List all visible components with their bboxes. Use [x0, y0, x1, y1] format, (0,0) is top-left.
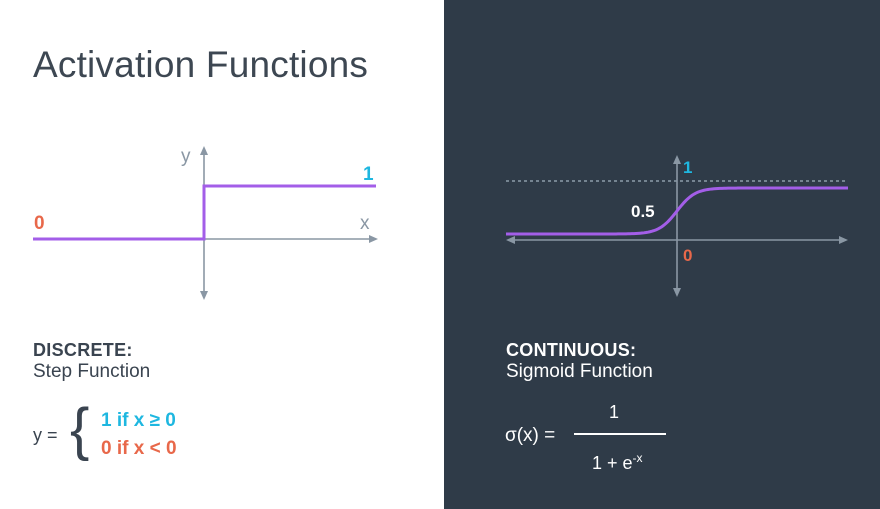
sigmoid-fraction-bar	[574, 433, 666, 435]
step-label-one: 1	[363, 164, 374, 185]
step-formula-lhs: y =	[33, 425, 58, 445]
step-case-zero: 0 if x < 0	[101, 438, 177, 459]
sigmoid-curve	[506, 186, 848, 236]
sigmoid-y-axis-arrow-up	[673, 155, 681, 164]
discrete-panel	[0, 0, 444, 509]
sigmoid-formula-denominator: 1 + e-x	[592, 451, 643, 474]
step-y-axis-arrow-down	[200, 291, 208, 300]
step-x-axis-arrow	[369, 235, 378, 243]
slide-title: Activation Functions	[33, 44, 369, 85]
step-function-subheading: Step Function	[33, 361, 151, 382]
sigmoid-label-zero: 0	[683, 246, 692, 265]
sigmoid-label-one: 1	[683, 158, 692, 177]
sigmoid-x-axis-arrow-right	[839, 236, 848, 244]
sigmoid-x-axis-arrow-left	[506, 236, 515, 244]
step-y-axis-label: y	[181, 146, 191, 167]
sigmoid-denominator-exponent: -x	[632, 451, 643, 465]
discrete-heading: DISCRETE:	[33, 340, 133, 360]
sigmoid-denominator-base: 1 + e	[592, 453, 633, 473]
sigmoid-formula-lhs: σ(x) =	[505, 425, 556, 446]
continuous-heading: CONTINUOUS:	[506, 340, 637, 360]
sigmoid-label-half: 0.5	[631, 202, 655, 221]
step-case-one: 1 if x ≥ 0	[101, 410, 176, 431]
step-y-axis-arrow-up	[200, 146, 208, 155]
step-label-zero: 0	[34, 213, 45, 234]
step-function-graph: y x 1 0	[33, 146, 378, 300]
sigmoid-function-graph: 1 0.5 0	[506, 155, 848, 297]
continuous-panel	[444, 0, 880, 509]
sigmoid-y-axis-arrow-down	[673, 288, 681, 297]
sigmoid-function-subheading: Sigmoid Function	[506, 361, 653, 382]
sigmoid-formula-numerator: 1	[609, 402, 620, 422]
step-function-curve	[33, 184, 376, 241]
step-formula-brace: {	[70, 397, 90, 462]
step-x-axis-label: x	[360, 213, 370, 234]
